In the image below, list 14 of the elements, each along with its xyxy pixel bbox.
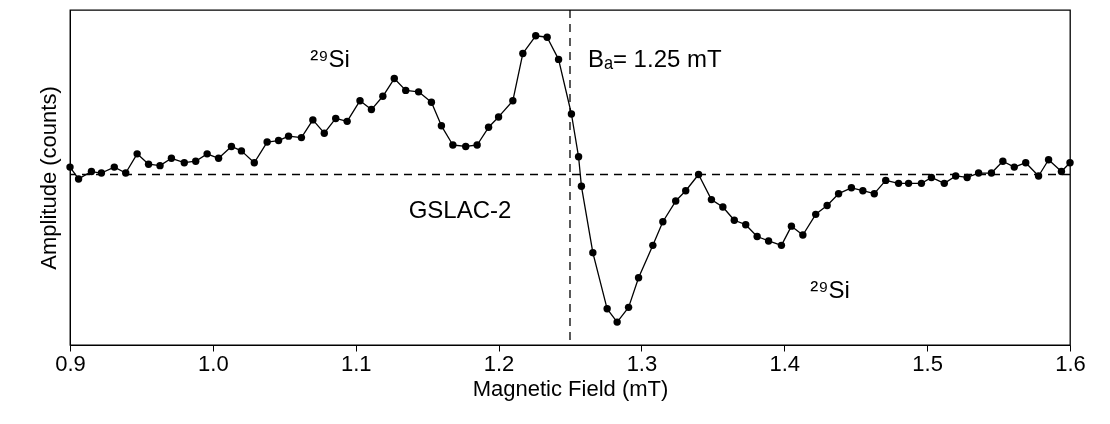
- x-tick-label: 1.6: [1055, 350, 1086, 376]
- x-tick-label: 1.4: [769, 350, 801, 376]
- x-tick-label: 1.2: [483, 350, 515, 376]
- annotation: ²⁹Si: [810, 276, 850, 304]
- x-tick-label: 1.1: [340, 350, 372, 376]
- y-axis-title: Amplitude (counts): [35, 86, 61, 270]
- x-tick-label: 0.9: [55, 350, 86, 376]
- annotation: ²⁹Si: [310, 45, 350, 73]
- x-tick-label: 1.3: [626, 350, 658, 376]
- x-tick-label: 1.5: [912, 350, 943, 376]
- ref-line-label: Bₐ= 1.25 mT: [588, 45, 722, 72]
- x-axis-title: Magnetic Field (mT): [472, 375, 669, 401]
- annotation: GSLAC-2: [408, 196, 512, 223]
- x-tick-label: 1.0: [198, 350, 229, 376]
